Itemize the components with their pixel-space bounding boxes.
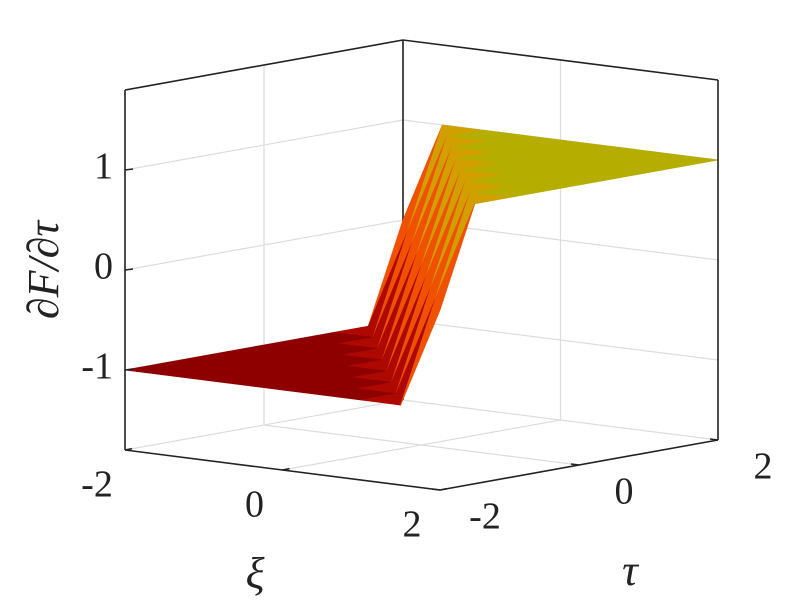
tick-mark [431,488,441,491]
tick-mark [124,447,133,451]
x-tick-label: -2 [81,464,113,506]
tick-mark [709,438,719,441]
z-tick-label: -1 [81,346,113,388]
z-tick-label: 0 [94,246,113,288]
z-tick-label: 1 [94,146,113,188]
surface-cell [400,203,476,406]
x-axis-label: ξ [246,549,265,598]
y-tick-label: 0 [615,471,634,513]
tick-mark [124,168,134,171]
x-tick-label: 2 [403,504,422,546]
tick-mark [439,487,448,491]
tick-mark [124,268,134,271]
grid-line [402,399,719,441]
y-axis-label: τ [622,546,640,595]
x-tick-label: 0 [245,484,264,526]
z-axis-label: ∂F/∂τ [19,219,68,320]
axis-edge [124,39,404,91]
tick-mark [282,467,290,471]
tick-mark [124,368,134,371]
y-tick-label: 2 [754,446,773,488]
axes-front: -1 0 1 -2 0 2 -2 0 2 [81,80,773,546]
surface [124,124,719,406]
grid-line [263,424,580,466]
y-tick-label: -2 [469,496,501,538]
axis-edge [402,39,719,81]
tick-mark [570,463,580,466]
